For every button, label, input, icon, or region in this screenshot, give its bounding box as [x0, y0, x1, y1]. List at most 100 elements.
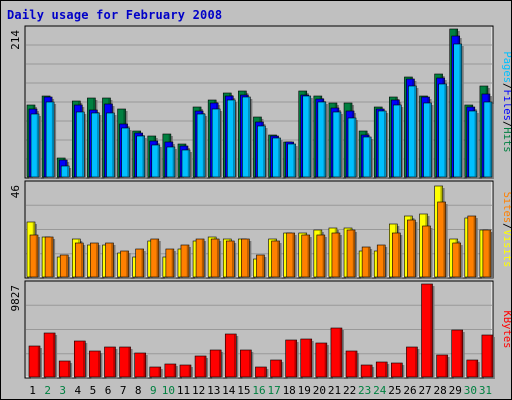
kbytes-bar-day-25-edge: [400, 363, 402, 377]
kbytes-bar-day-15-edge: [249, 350, 251, 377]
series-label-separator: /: [501, 121, 511, 127]
sites-bar-day-29-edge: [458, 243, 461, 277]
panel-2-ymax-label: 46: [9, 185, 22, 198]
sites-bar-day-8: [135, 248, 144, 278]
pages-bar-day-27-edge: [429, 103, 431, 177]
x-tick-day-5: 5: [90, 384, 97, 397]
sites-bar-day-10: [165, 248, 175, 278]
sites-bar-day-15-edge: [247, 239, 249, 277]
pages-bar-day-4-edge: [82, 112, 84, 177]
pages-bar-day-19-edge: [308, 96, 311, 177]
x-tick-day-9: 9: [150, 384, 157, 397]
kbytes-bar-day-12: [194, 355, 207, 378]
pages-bar-day-15: [242, 96, 251, 178]
x-tick-day-19: 19: [298, 384, 311, 397]
pages-bar-day-12-edge: [202, 114, 205, 177]
series-label-pages: Pages: [501, 51, 511, 83]
sites-bar-day-12: [195, 238, 205, 278]
x-tick-day-18: 18: [283, 384, 296, 397]
sites-bar-day-3: [59, 254, 69, 278]
panel-1-series-label: Pages/Files/Hits: [501, 51, 511, 152]
pages-bar-day-6: [106, 112, 115, 178]
sites-bar-day-23: [361, 246, 371, 278]
pages-bar-day-31-edge: [489, 102, 492, 177]
pages-bar-day-29-edge: [459, 44, 462, 177]
pages-bar-day-20: [317, 101, 327, 178]
sites-bar-day-18: [286, 232, 295, 278]
sites-bar-day-27: [422, 225, 431, 278]
pages-bar-day-24-edge: [384, 111, 386, 177]
pages-bar-day-26-edge: [414, 86, 416, 177]
sites-bar-day-11-edge: [186, 245, 189, 277]
pages-bar-day-16: [257, 125, 266, 178]
panel-3-ymax-label: 9827: [9, 285, 22, 312]
kbytes-bar-day-11-edge: [188, 365, 191, 377]
pages-bar-day-9: [151, 144, 161, 178]
kbytes-bar-day-24-edge: [385, 362, 387, 377]
sites-bar-day-26: [407, 219, 416, 278]
series-label-separator: /: [501, 223, 511, 229]
kbytes-bar-day-9-edge: [158, 367, 161, 377]
kbytes-bar-day-12-edge: [203, 356, 206, 377]
x-tick-day-15: 15: [237, 384, 250, 397]
pages-bar-day-25: [393, 104, 402, 178]
kbytes-bar-day-22-edge: [354, 351, 357, 377]
sites-bar-day-18-edge: [292, 233, 295, 277]
sites-bar-day-16-edge: [262, 255, 264, 277]
sites-bar-day-5: [90, 242, 99, 278]
kbytes-bar-day-24: [375, 361, 388, 378]
kbytes-bar-day-4: [73, 340, 86, 378]
sites-bar-day-11: [180, 244, 190, 278]
series-label-visits: Visits: [501, 230, 511, 268]
sites-bar-day-7: [120, 250, 129, 278]
kbytes-bar-day-18-edge: [294, 340, 297, 377]
sites-bar-day-28: [437, 201, 446, 278]
pages-bar-day-8: [136, 135, 145, 178]
pages-bar-day-17: [272, 137, 281, 178]
sites-bar-day-15: [241, 238, 250, 278]
pages-bar-day-1: [30, 113, 40, 178]
kbytes-bar-day-22: [345, 350, 358, 378]
sites-bar-day-13-edge: [216, 239, 219, 277]
kbytes-bar-day-1: [28, 345, 41, 378]
kbytes-bar-day-7-edge: [128, 347, 130, 377]
pages-bar-day-2: [45, 101, 55, 178]
sites-bar-day-2-edge: [50, 237, 53, 277]
kbytes-bar-day-23: [360, 364, 373, 378]
kbytes-bar-day-26-edge: [415, 347, 417, 377]
pages-bar-day-7: [121, 127, 130, 178]
sites-bar-day-9-edge: [156, 239, 159, 277]
kbytes-bar-day-21-edge: [339, 328, 342, 377]
sites-bar-day-30-edge: [473, 216, 476, 277]
sites-bar-day-24-edge: [383, 245, 385, 277]
pages-bar-day-10: [166, 146, 176, 178]
kbytes-bar-day-23-edge: [369, 365, 372, 377]
sites-bar-day-16: [256, 254, 265, 278]
chart-title: Daily usage for February 2008: [7, 8, 223, 22]
kbytes-bar-day-20: [315, 342, 328, 378]
x-tick-day-10: 10: [162, 384, 175, 397]
pages-bar-day-14-edge: [233, 100, 235, 177]
kbytes-bar-day-4-edge: [83, 341, 85, 377]
sites-bar-day-17-edge: [277, 241, 279, 277]
pages-bar-day-23-edge: [368, 137, 371, 177]
sites-bar-day-25-edge: [398, 233, 400, 277]
sites-bar-day-5-edge: [96, 243, 98, 277]
sites-bar-day-29: [452, 242, 462, 278]
x-tick-day-27: 27: [418, 384, 431, 397]
sites-bar-day-4: [74, 242, 84, 278]
x-tick-day-22: 22: [343, 384, 356, 397]
pages-bar-day-30: [468, 110, 478, 178]
series-label-files: Files: [501, 89, 511, 121]
kbytes-bar-day-7: [119, 346, 131, 378]
kbytes-bar-day-6-edge: [113, 347, 115, 377]
x-tick-day-14: 14: [222, 384, 236, 397]
kbytes-bar-day-18: [285, 339, 297, 378]
kbytes-bar-day-29: [451, 329, 464, 378]
sites-bar-day-13: [210, 238, 220, 278]
pages-bar-day-16-edge: [263, 126, 265, 177]
kbytes-bar-day-10-edge: [173, 364, 176, 377]
pages-bar-day-12: [196, 113, 206, 178]
pages-bar-day-21-edge: [338, 112, 341, 177]
